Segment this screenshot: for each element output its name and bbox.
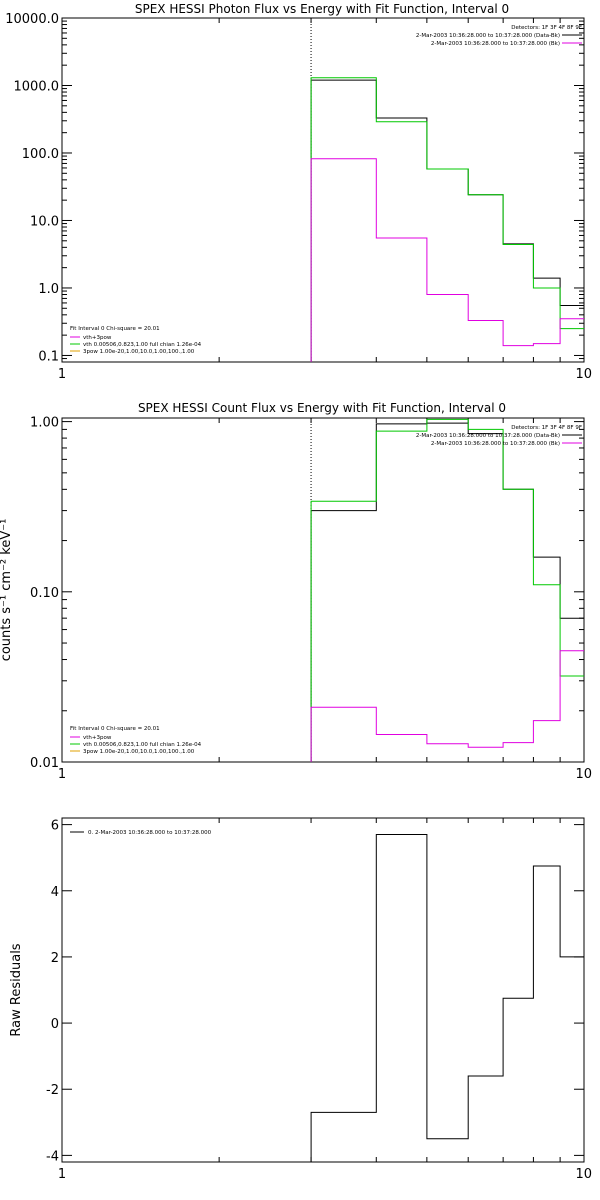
chart-title: SPEX HESSI Count Flux vs Energy with Fit… — [138, 401, 506, 415]
y-axis-label: counts s⁻¹ cm⁻² keV⁻¹ — [0, 519, 14, 662]
bk-label: 2-Mar-2003 10:36:28.000 to 10:37:28.000 … — [431, 441, 560, 447]
y-tick-label: 1.0 — [38, 282, 59, 297]
series-2-line — [310, 650, 584, 762]
annotation-bottom-left: Fit Interval 0 Chi-square = 20.01 vth+3p… — [70, 326, 202, 355]
model-label: vth+3pow — [83, 335, 112, 341]
x-tick-label: 10 — [575, 1167, 592, 1182]
y-tick-label: 0.01 — [30, 756, 59, 771]
x-tick-label: 10 — [575, 367, 592, 382]
y-tick-label: 0.10 — [30, 586, 59, 601]
y-tick-label: 0 — [51, 1017, 59, 1032]
x-tick-label: 1 — [58, 1167, 66, 1182]
y-tick-label: -2 — [46, 1083, 59, 1098]
x-tick-label: 10 — [575, 767, 592, 782]
y-tick-label: 10000.0 — [5, 12, 59, 27]
plot-frame — [61, 17, 585, 363]
model-label: vth+3pow — [83, 735, 112, 741]
vth-params-label: vth 0.00506,0.823,1.00 full chian 1.26e-… — [83, 342, 202, 348]
pow-params-label: 3pow 1.00e-20,1.00,10.0,1.00,100.,1.00 — [83, 349, 195, 355]
y-tick-label: 2 — [51, 951, 59, 966]
series-1-line — [310, 418, 584, 762]
count-flux-panel: SPEX HESSI Count Flux vs Energy with Fit… — [0, 401, 592, 782]
series-group — [310, 418, 584, 762]
y-tick-label: 10.0 — [30, 214, 59, 229]
data-bk-label: 2-Mar-2003 10:36:28.000 to 10:37:28.000 … — [416, 33, 560, 39]
detectors-label: Detectors: 1F 3F 4F 8F 9F — [511, 425, 582, 431]
y-axis-label: Raw Residuals — [9, 943, 24, 1036]
bk-label: 2-Mar-2003 10:36:28.000 to 10:37:28.000 … — [431, 41, 560, 47]
fit-interval-label: Fit Interval 0 Chi-square = 20.01 — [70, 726, 160, 732]
series-0-line — [310, 422, 584, 762]
y-tick-label: 1.00 — [30, 416, 59, 431]
data-bk-label: 2-Mar-2003 10:36:28.000 to 10:37:28.000 … — [416, 433, 560, 439]
fit-interval-label: Fit Interval 0 Chi-square = 20.01 — [70, 326, 160, 332]
axes: 0.1 1.0 10.0 100.0 1000.0 10000.0 1 10 — [5, 12, 592, 382]
annotation-top-right: Detectors: 1F 3F 4F 8F 9F 2-Mar-2003 10:… — [416, 425, 582, 447]
y-tick-label: 4 — [51, 885, 59, 900]
y-tick-label: 100.0 — [22, 147, 59, 162]
photon-flux-panel: SPEX HESSI Photon Flux vs Energy with Fi… — [5, 2, 592, 382]
series-0-line — [310, 834, 584, 1162]
series-1-line — [310, 77, 584, 362]
axes: -4 -2 0 2 4 6 1 10 — [46, 818, 592, 1182]
residuals-panel: Raw Residuals -4 -2 0 2 4 6 1 10 0. 2-Mar-2003 … — [9, 817, 592, 1182]
plot-frame — [61, 417, 585, 763]
y-tick-label: 0.1 — [38, 349, 59, 364]
x-tick-label: 1 — [58, 767, 66, 782]
legend: 0. 2-Mar-2003 10:36:28.000 to 10:37:28.0… — [70, 830, 212, 836]
y-tick-label: 6 — [51, 819, 59, 834]
annotation-bottom-left: Fit Interval 0 Chi-square = 20.01 vth+3p… — [70, 726, 202, 755]
detectors-label: Detectors: 1F 3F 4F 8F 9F — [511, 25, 582, 31]
x-tick-label: 1 — [58, 367, 66, 382]
series-2-line — [310, 158, 584, 362]
y-tick-label: -4 — [46, 1149, 59, 1164]
pow-params-label: 3pow 1.00e-20,1.00,10.0,1.00,100.,1.00 — [83, 749, 195, 755]
series-0-line — [310, 79, 584, 362]
series-group — [310, 77, 584, 362]
vth-params-label: vth 0.00506,0.823,1.00 full chian 1.26e-… — [83, 742, 202, 748]
axes: 0.01 0.10 1.00 1 10 — [30, 416, 592, 782]
plot-frame — [61, 817, 585, 1163]
chart-title: SPEX HESSI Photon Flux vs Energy with Fi… — [135, 2, 509, 16]
y-tick-label: 1000.0 — [14, 79, 60, 94]
annotation-top-right: Detectors: 1F 3F 4F 8F 9F 2-Mar-2003 10:… — [416, 25, 582, 47]
legend-entry: 0. 2-Mar-2003 10:36:28.000 to 10:37:28.0… — [88, 830, 212, 836]
series-group — [310, 834, 584, 1162]
